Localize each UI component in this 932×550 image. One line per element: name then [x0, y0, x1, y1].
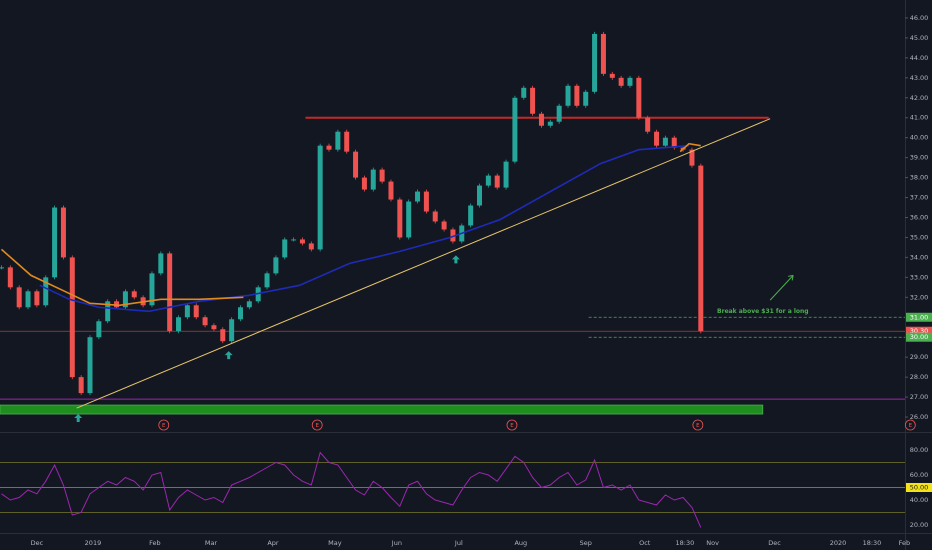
price-label-box — [906, 326, 932, 336]
event-label: E — [696, 423, 700, 429]
y-tick-label: 28.00 — [910, 373, 929, 381]
x-tick-label: 2019 — [85, 539, 102, 547]
event-marker — [158, 419, 170, 431]
trendline — [76, 118, 771, 409]
y-tick-label: 46.00 — [910, 14, 929, 22]
rsi-level-box — [906, 483, 932, 492]
y-tick-label: 39.00 — [910, 154, 929, 162]
y-tick-label: 42.00 — [910, 94, 929, 102]
price-label-box — [906, 332, 932, 342]
rsi-line — [1, 451, 702, 528]
y-tick-label: 36.00 — [910, 213, 929, 221]
x-tick-label: Jul — [454, 539, 463, 547]
moving-average — [0, 142, 701, 307]
event-label: E — [510, 423, 514, 429]
event-label: E — [162, 423, 166, 429]
x-tick-label: 18:30 — [676, 539, 695, 547]
x-tick-label: Sep — [580, 539, 592, 547]
rsi-tick-label: 40.00 — [910, 496, 929, 504]
y-tick-label: 26.00 — [910, 413, 929, 421]
y-tick-label: 45.00 — [910, 34, 929, 42]
event-marker — [506, 419, 518, 431]
y-tick-label: 37.00 — [910, 194, 929, 202]
y-tick-label: 35.00 — [910, 233, 929, 241]
y-tick-label: 41.00 — [910, 114, 929, 122]
moving-average — [39, 144, 690, 313]
event-marker — [311, 419, 323, 431]
event-marker — [904, 419, 916, 431]
y-tick-label: 29.00 — [910, 353, 929, 361]
x-tick-label: Dec — [768, 539, 781, 547]
rsi-tick-label: 80.00 — [910, 446, 929, 454]
x-tick-label: Nov — [706, 539, 719, 547]
rsi-tick-label: 60.00 — [910, 471, 929, 479]
up-arrow-marker — [451, 255, 460, 264]
x-tick-label: Mar — [205, 539, 218, 547]
rsi-level-label: 50.00 — [910, 484, 929, 492]
x-tick-label: 2020 — [830, 539, 847, 547]
y-tick-label: 38.00 — [910, 174, 929, 182]
x-tick-label: 18:30 — [863, 539, 882, 547]
x-tick-label: Oct — [639, 539, 651, 547]
price-label: 31.00 — [910, 313, 929, 321]
event-label: E — [315, 423, 319, 429]
annotation: Break above $31 for a long — [717, 308, 809, 315]
x-tick-label: Dec — [31, 539, 44, 547]
up-arrow-marker — [74, 414, 83, 423]
y-tick-label: 34.00 — [910, 253, 929, 261]
price-label-box — [906, 312, 932, 322]
price-label: 30.30 — [910, 327, 929, 335]
x-tick-label: Feb — [899, 539, 911, 547]
event-label: E — [909, 423, 913, 429]
y-tick-label: 40.00 — [910, 134, 929, 142]
annotation-arrow — [769, 275, 794, 301]
up-arrow-marker — [224, 351, 233, 360]
rsi-tick-label: 20.00 — [910, 521, 929, 529]
event-marker — [692, 419, 704, 431]
x-tick-label: Aug — [514, 539, 527, 547]
x-tick-label: Apr — [267, 539, 279, 547]
y-tick-label: 33.00 — [910, 273, 929, 281]
x-tick-label: Jun — [391, 539, 402, 547]
support-zone — [0, 404, 764, 415]
y-tick-label: 32.00 — [910, 293, 929, 301]
x-tick-label: Feb — [149, 539, 161, 547]
y-tick-label: 44.00 — [910, 54, 929, 62]
price-label: 30.00 — [910, 333, 929, 341]
candle — [0, 267, 4, 269]
y-tick-label: 43.00 — [910, 74, 929, 82]
y-tick-label: 27.00 — [910, 393, 929, 401]
x-tick-label: May — [328, 539, 342, 547]
annotation-arrowhead — [788, 274, 794, 281]
